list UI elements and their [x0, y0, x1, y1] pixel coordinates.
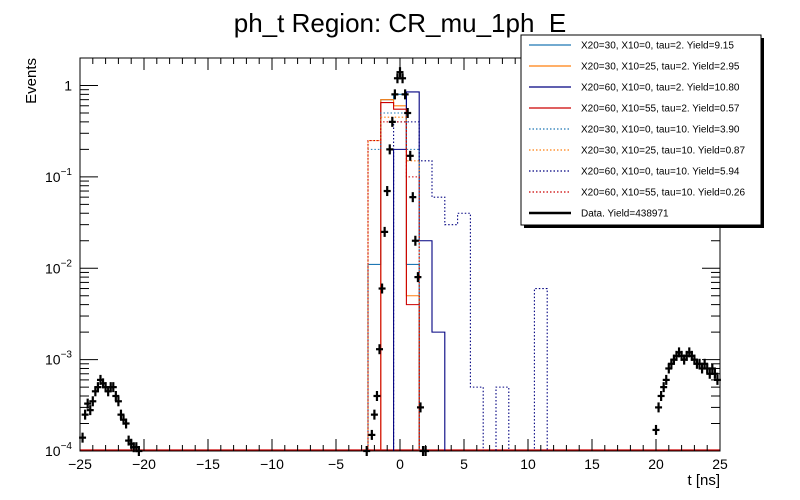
data-point	[388, 116, 396, 127]
x-tick-label: 15	[584, 456, 600, 472]
data-point	[655, 402, 663, 413]
series-3-hist	[380, 102, 420, 451]
data-point	[386, 144, 394, 155]
y-tick-label: 10−2	[45, 258, 72, 276]
data-point	[378, 283, 386, 294]
legend-label-7: X20=60, X10=55, tau=10. Yield=0.26	[581, 188, 745, 199]
legend-label-3: X20=60, X10=55, tau=2. Yield=0.57	[581, 104, 740, 115]
x-tick-label: 20	[648, 456, 664, 472]
data-point	[399, 73, 407, 84]
y-tick-label: 10−1	[45, 167, 72, 185]
legend-label-8: Data. Yield=438971	[581, 209, 669, 220]
x-tick-label: 25	[712, 456, 728, 472]
legend-label-4: X20=30, X10=0, tau=10. Yield=3.90	[581, 125, 740, 136]
data-point	[381, 226, 389, 237]
x-tick-label: −15	[196, 456, 220, 472]
data-point	[391, 89, 399, 100]
series-0-hist	[367, 93, 420, 451]
data-point	[117, 409, 125, 420]
data-point	[414, 272, 422, 283]
y-axis-label: Events	[23, 58, 40, 104]
chart-title: ph_t Region: CR_mu_1ph_E	[233, 8, 567, 38]
series-7-hist	[355, 121, 420, 452]
data-point	[94, 382, 102, 393]
y-tick-label: 1	[64, 78, 72, 94]
legend-label-5: X20=30, X10=25, tau=10. Yield=0.87	[581, 146, 745, 157]
y-tick-label: 10−3	[45, 350, 72, 368]
data-point	[112, 390, 120, 401]
x-tick-label: −5	[328, 456, 344, 472]
data-point	[376, 344, 384, 355]
data-point	[383, 186, 391, 197]
series-4-hist	[367, 112, 420, 451]
data-point	[660, 382, 668, 393]
data-point	[411, 235, 419, 246]
data-point	[109, 382, 117, 393]
data-point	[114, 396, 122, 407]
data-point	[404, 108, 412, 119]
legend-label-0: X20=30, X10=0, tau=2. Yield=9.15	[581, 41, 734, 52]
x-axis-label: t [ns]	[687, 472, 720, 489]
data-point	[662, 374, 670, 385]
x-tick-label: 5	[460, 456, 468, 472]
data-point	[401, 89, 409, 100]
axes-layer: −25 −20 −15 −10 −5 0 5 10 15 20 25 10−4 10−3 10−2 10−1…	[23, 57, 728, 489]
x-tick-label: −10	[260, 456, 284, 472]
legend: X20=30, X10=0, tau=2. Yield=9.15 X20=30, …	[520, 34, 764, 228]
data-point	[81, 409, 89, 420]
x-tick-label: 10	[520, 456, 536, 472]
data-point	[373, 390, 381, 401]
legend-box	[520, 34, 762, 226]
y-tick-label: 10−4	[45, 441, 72, 459]
data-point	[368, 429, 376, 440]
series-5-hist	[367, 116, 420, 451]
data-point	[406, 150, 414, 161]
data-point	[86, 405, 94, 416]
legend-label-6: X20=60, X10=0, tau=10. Yield=5.94	[581, 167, 740, 178]
data-point	[122, 418, 130, 429]
data-point	[652, 424, 660, 435]
legend-label-1: X20=30, X10=25, tau=2. Yield=2.95	[581, 62, 740, 73]
legend-label-2: X20=60, X10=0, tau=2. Yield=10.80	[581, 83, 740, 94]
data-layer	[79, 67, 721, 456]
data-point	[657, 390, 665, 401]
series-1-hist	[380, 99, 420, 451]
data-point	[409, 192, 417, 203]
data-point	[370, 409, 378, 420]
x-tick-label: 0	[396, 456, 404, 472]
x-tick-label: −20	[132, 456, 156, 472]
x-tick-label: −25	[68, 456, 92, 472]
data-point	[89, 396, 97, 407]
data-point	[416, 402, 424, 413]
